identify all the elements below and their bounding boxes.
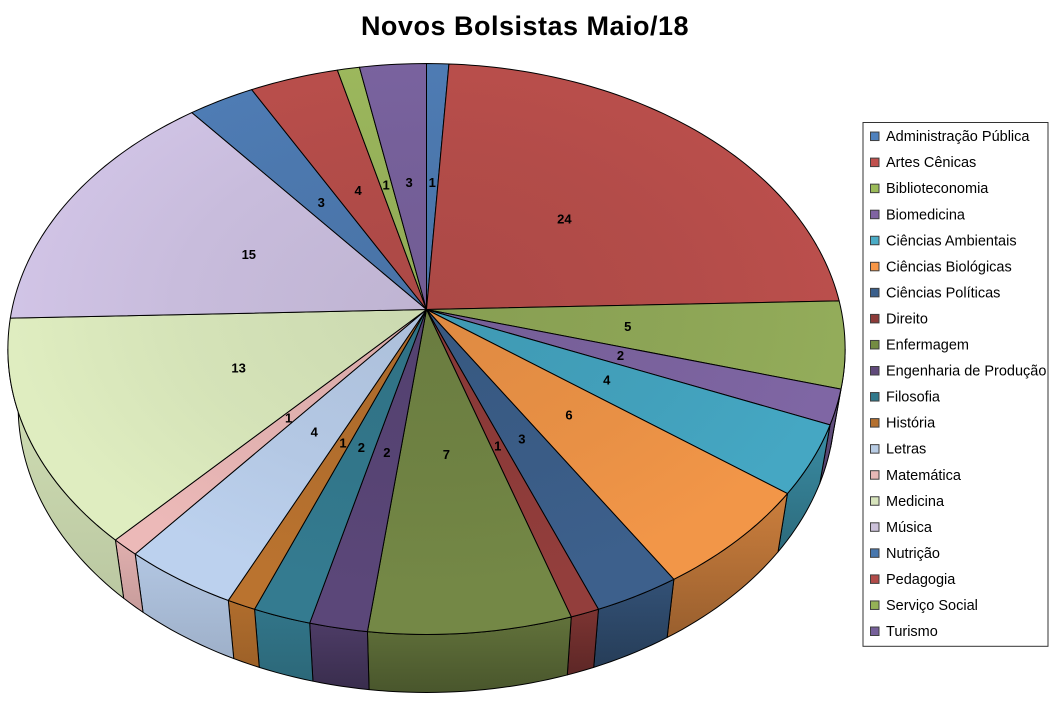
svg-text:13: 13 [231,360,245,375]
svg-text:1: 1 [382,178,389,193]
svg-text:Matemática: Matemática [886,468,962,484]
svg-text:Filosofia: Filosofia [886,390,941,406]
svg-text:6: 6 [565,408,572,423]
svg-text:Administração Pública: Administração Pública [886,129,1030,145]
svg-text:2: 2 [358,440,365,455]
svg-text:1: 1 [339,435,346,450]
svg-text:4: 4 [311,424,319,439]
svg-text:2: 2 [617,348,624,363]
svg-text:Pedagogia: Pedagogia [886,572,956,588]
svg-text:15: 15 [242,247,256,262]
svg-text:Ciências Biológicas: Ciências Biológicas [886,259,1012,275]
svg-text:24: 24 [557,212,572,227]
svg-text:7: 7 [443,447,450,462]
svg-text:1: 1 [429,175,436,190]
svg-text:4: 4 [603,372,611,387]
svg-text:4: 4 [354,183,362,198]
svg-text:Direito: Direito [886,311,928,327]
svg-text:1: 1 [494,439,501,454]
svg-text:Engenharia de Produção: Engenharia de Produção [886,364,1046,380]
svg-text:Ciências Políticas: Ciências Políticas [886,285,1000,301]
svg-text:História: História [886,416,936,432]
svg-text:Nutrição: Nutrição [886,546,940,562]
svg-text:Turismo: Turismo [886,624,938,640]
svg-text:1: 1 [285,411,292,426]
svg-text:Biblioteconomia: Biblioteconomia [886,181,989,197]
svg-text:Artes Cênicas: Artes Cênicas [886,155,976,171]
svg-text:Medicina: Medicina [886,494,945,510]
svg-text:Serviço Social: Serviço Social [886,598,978,614]
svg-text:Música: Música [886,520,933,536]
svg-text:2: 2 [383,445,390,460]
svg-text:3: 3 [405,175,412,190]
svg-text:Ciências Ambientais: Ciências Ambientais [886,233,1017,249]
svg-text:Enfermagem: Enfermagem [886,338,969,354]
svg-text:Biomedicina: Biomedicina [886,207,966,223]
svg-text:Novos Bolsistas Maio/18: Novos Bolsistas Maio/18 [361,11,689,41]
svg-text:5: 5 [624,319,631,334]
svg-text:Letras: Letras [886,442,926,458]
svg-text:3: 3 [318,195,325,210]
svg-text:3: 3 [518,431,525,446]
